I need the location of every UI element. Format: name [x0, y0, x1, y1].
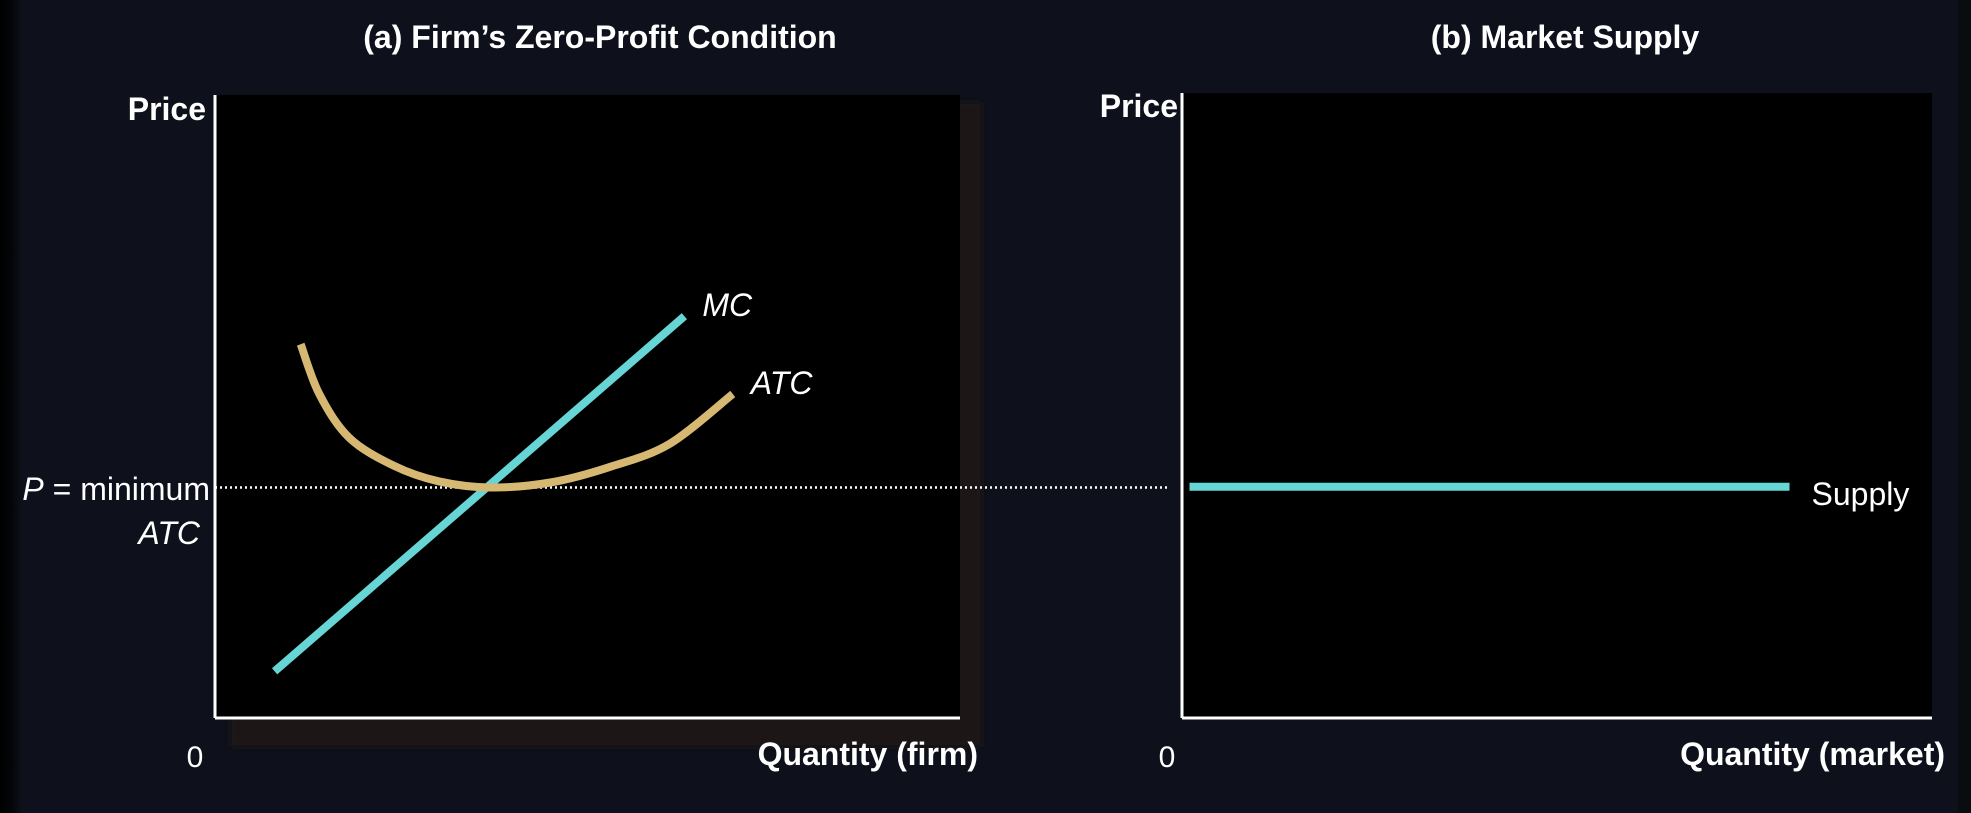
market-series-layer: Supply [1189, 476, 1910, 512]
price-equals-minimum: = minimum [44, 471, 210, 507]
price-symbol: P [22, 471, 44, 507]
atc-line [296, 342, 736, 492]
firm-x-axis-label: Quantity (firm) [758, 736, 978, 772]
firm-series-layer: MC ATC [215, 287, 1168, 675]
market-y-axis-label: Price [1100, 88, 1178, 124]
firm-panel: (a) Firm’s Zero-Profit Condition Price Q… [22, 19, 1168, 774]
firm-y-axis-label: Price [128, 91, 206, 127]
left-edge-shadow [0, 0, 22, 813]
atc-label: ATC [749, 365, 814, 401]
supply-label: Supply [1812, 476, 1910, 512]
right-edge-strip [1958, 0, 1971, 813]
market-x-axis-label: Quantity (market) [1680, 736, 1945, 772]
mc-line [271, 313, 688, 675]
firm-panel-title: (a) Firm’s Zero-Profit Condition [363, 19, 836, 55]
price-atc-label: ATC [136, 515, 201, 551]
firm-origin-label: 0 [187, 741, 204, 774]
market-plot-area [1182, 93, 1932, 718]
mc-label: MC [702, 287, 753, 323]
market-panel-title: (b) Market Supply [1431, 19, 1700, 55]
market-origin-label: 0 [1159, 741, 1176, 774]
market-panel: (b) Market Supply Price Quantity (market… [1100, 19, 1945, 774]
price-min-atc-label: P = minimum [22, 471, 210, 507]
